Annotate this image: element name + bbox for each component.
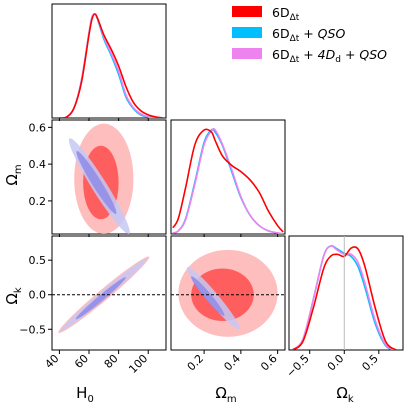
legend-swatch-0 bbox=[232, 6, 262, 17]
panel-frame-2-2 bbox=[288, 235, 404, 351]
xtick-label-H0-1: 60 bbox=[72, 352, 91, 371]
xtick-label-Om-0: 0.2 bbox=[185, 352, 207, 374]
xtick-label-Ok-2: 0.5 bbox=[359, 352, 381, 374]
legend-label-2: 6DΔt + 4Dd + QSO bbox=[272, 47, 387, 65]
marginal-H0-series-1 bbox=[59, 13, 164, 118]
ytick-label-Om-0: 0.2 bbox=[29, 195, 47, 208]
panel-frame-0-1 bbox=[51, 119, 167, 235]
xtick-label-H0-2: 80 bbox=[102, 352, 121, 371]
panel-frame-1-1 bbox=[170, 119, 286, 235]
legend-label-1: 6DΔt + QSO bbox=[272, 26, 345, 44]
contour-Ok_vs_Om-3 bbox=[191, 276, 225, 316]
contour-panel-Ok_vs_Om bbox=[171, 249, 285, 337]
legend-swatch-1 bbox=[232, 27, 262, 38]
xtick-label-Ok-1: 0.0 bbox=[325, 352, 347, 374]
marginal-Om bbox=[172, 127, 284, 234]
xtick-label-H0-3: 100 bbox=[126, 352, 150, 376]
marginal-Ok bbox=[291, 236, 397, 350]
panel-frame-0-2 bbox=[51, 235, 167, 351]
ytick-label-Om-2: 0.6 bbox=[29, 121, 47, 134]
contour-panel-Ok_vs_H0 bbox=[52, 256, 166, 334]
xtick-label-H0-0: 40 bbox=[42, 352, 61, 371]
panel-frame-1-2 bbox=[170, 235, 286, 351]
panel-frame-0-0 bbox=[51, 3, 167, 119]
marginal-H0-series-2 bbox=[59, 13, 164, 118]
xtick-label-Ok-0: −0.5 bbox=[284, 352, 312, 380]
legend-label-0: 6DΔt bbox=[272, 5, 300, 23]
marginal-Om-series-2 bbox=[172, 127, 284, 234]
xlabel-ok: Ωk bbox=[336, 384, 353, 405]
marginal-Om-series-1 bbox=[172, 128, 284, 234]
plots bbox=[52, 13, 397, 350]
marginal-H0 bbox=[59, 13, 164, 118]
xtick-label-Om-1: 0.4 bbox=[221, 352, 243, 374]
ylabel-om: Ωm bbox=[3, 164, 24, 185]
contour-Om_vs_H0-3 bbox=[76, 151, 117, 214]
contour-Ok_vs_H0-3 bbox=[75, 277, 126, 320]
ytick-label-Om-1: 0.4 bbox=[29, 158, 47, 171]
ytick-label-Ok-2: 0.5 bbox=[29, 254, 47, 267]
ytick-label-Ok-0: −0.5 bbox=[19, 323, 46, 336]
xtick-label-Om-2: 0.6 bbox=[258, 352, 280, 374]
marginal-Om-series-0 bbox=[172, 128, 284, 233]
legend-swatch-2 bbox=[232, 48, 262, 59]
ytick-label-Ok-1: 0.0 bbox=[29, 289, 47, 302]
contour-panel-Om_vs_H0 bbox=[68, 123, 134, 234]
panels bbox=[51, 3, 404, 351]
legend: 6DΔt 6DΔt + QSO 6DΔt + 4Dd + QSO bbox=[232, 5, 387, 65]
marginal-H0-series-0 bbox=[59, 13, 164, 118]
xlabel-om: Ωm bbox=[215, 384, 236, 405]
ylabel-ok: Ωk bbox=[3, 287, 24, 304]
xlabel-h0: H0 bbox=[76, 384, 94, 405]
